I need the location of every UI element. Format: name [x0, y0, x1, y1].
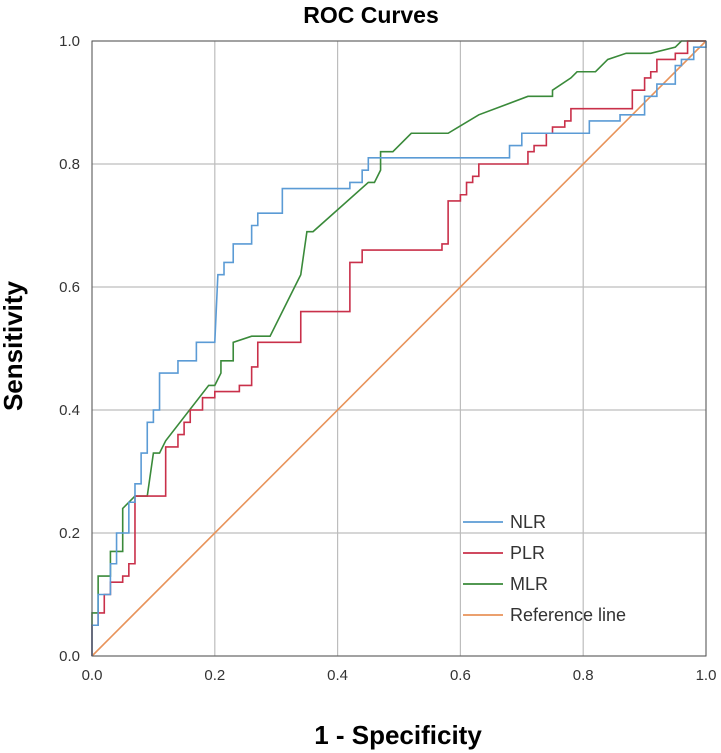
roc-curve-reference-line	[91, 40, 707, 657]
y-tick-label: 0.2	[59, 525, 80, 542]
x-tick-label: 0.0	[82, 667, 103, 684]
x-tick-label: 0.4	[327, 667, 348, 684]
y-tick-label: 0.0	[59, 648, 80, 665]
x-tick-label: 0.2	[204, 667, 225, 684]
legend-label: PLR	[510, 543, 545, 563]
roc-curve-nlr	[91, 41, 707, 656]
y-axis-ticks: 0.0 0.2 0.4 0.6 0.8 1.0	[59, 33, 80, 665]
chart-title: ROC Curves	[303, 2, 438, 28]
legend-label: NLR	[510, 512, 546, 532]
legend-label: MLR	[510, 574, 548, 594]
y-tick-label: 0.8	[59, 156, 80, 173]
roc-curves	[91, 40, 707, 657]
y-tick-label: 0.6	[59, 279, 80, 296]
x-tick-label: 0.6	[450, 667, 471, 684]
plot-frame	[91, 40, 707, 657]
y-tick-label: 0.4	[59, 402, 80, 419]
y-tick-label: 1.0	[59, 33, 80, 50]
roc-curve-mlr	[91, 40, 706, 656]
y-axis-label: Sensitivity	[0, 280, 28, 411]
legend-label: Reference line	[510, 605, 626, 625]
legend: NLR PLR MLR Reference line	[463, 512, 626, 625]
x-tick-label: 0.8	[573, 667, 594, 684]
x-axis-ticks: 0.0 0.2 0.4 0.6 0.8 1.0	[82, 667, 717, 684]
x-tick-label: 1.0	[696, 667, 717, 684]
x-axis-label: 1 - Specificity	[314, 720, 482, 750]
roc-curve-plr	[91, 40, 706, 656]
